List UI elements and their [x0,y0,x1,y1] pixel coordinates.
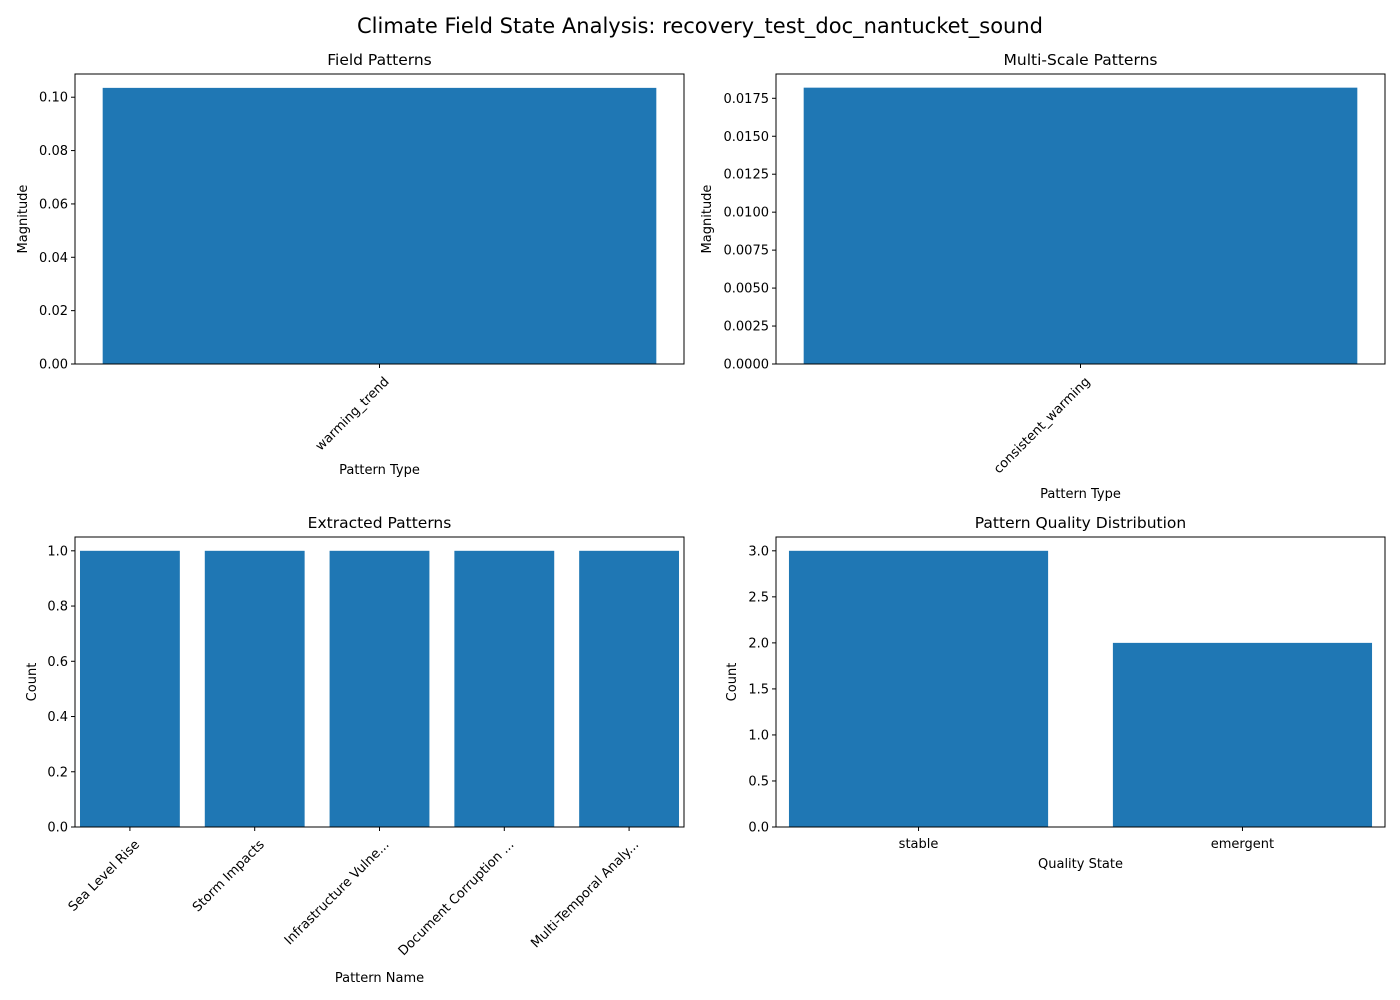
y-tick-label: 0.4 [47,710,68,725]
bar-document-corruption [454,550,555,827]
bar-infrastructure-vulne [329,550,430,827]
y-tick-label: 0.00 [39,358,68,373]
y-axis-label: Count [725,663,740,702]
x-tick-label: stable [899,837,939,852]
bar-stable [788,550,1049,827]
x-axis-label: Pattern Type [339,463,420,478]
y-tick-label: 0.10 [39,91,68,106]
bar-sea-level-rise [79,550,180,827]
y-tick-label: 0.08 [39,144,68,159]
y-tick-label: 0.0175 [724,92,770,107]
figure-title: Climate Field State Analysis: recovery_t… [357,14,1043,38]
x-tick-label: consistent_warming [991,374,1093,476]
y-tick-label: 0.04 [39,251,68,266]
y-tick-label: 0.0100 [724,206,770,221]
y-tick-label: 0.8 [47,600,68,615]
y-tick-label: 2.0 [748,636,769,651]
x-tick-label: emergent [1211,837,1274,852]
bar-emergent [1112,642,1373,827]
y-tick-label: 0.0125 [724,168,770,183]
x-tick-label: Infrastructure Vulne... [282,837,393,948]
x-tick-label: Sea Level Rise [66,837,143,914]
y-tick-label: 0.0150 [724,130,770,145]
y-tick-label: 0.06 [39,197,68,212]
y-axis-label: Count [25,663,40,702]
y-axis-label: Magnitude [16,185,31,254]
x-axis-label: Pattern Name [335,971,424,986]
y-tick-label: 2.5 [748,590,769,605]
y-tick-label: 0.0 [748,821,769,836]
y-tick-label: 0.0075 [724,244,770,259]
subplot-title: Field Patterns [327,51,432,69]
bar-consistent-warming [803,87,1358,364]
y-tick-label: 1.5 [748,682,769,697]
x-tick-label: Storm Impacts [190,837,268,915]
subplot-title: Pattern Quality Distribution [975,514,1186,532]
bar-multi-temporal-analy [579,550,680,827]
x-tick-label: Document Corruption ... [396,837,518,959]
y-axis-label: Magnitude [700,185,715,254]
y-tick-label: 0.0050 [724,282,770,297]
y-tick-label: 0.0 [47,821,68,836]
axes-frame [775,536,1386,828]
y-tick-label: 3.0 [748,544,769,559]
x-axis-label: Pattern Type [1040,487,1121,502]
x-axis-label: Quality State [1038,857,1123,872]
y-tick-label: 1.0 [748,728,769,743]
y-tick-label: 0.02 [39,304,68,319]
y-tick-label: 0.2 [47,765,68,780]
y-tick-label: 1.0 [47,544,68,559]
subplot-title: Extracted Patterns [308,514,452,532]
subplot-title: Multi-Scale Patterns [1004,51,1158,69]
y-tick-label: 0.0025 [724,320,770,335]
x-tick-label: Multi-Temporal Analy... [528,837,642,951]
y-tick-label: 0.5 [748,774,769,789]
bar-warming-trend [102,87,657,365]
y-tick-label: 0.6 [47,655,68,670]
x-tick-label: warming_trend [313,374,393,454]
bar-storm-impacts [204,550,305,827]
y-tick-label: 0.0000 [724,358,770,373]
